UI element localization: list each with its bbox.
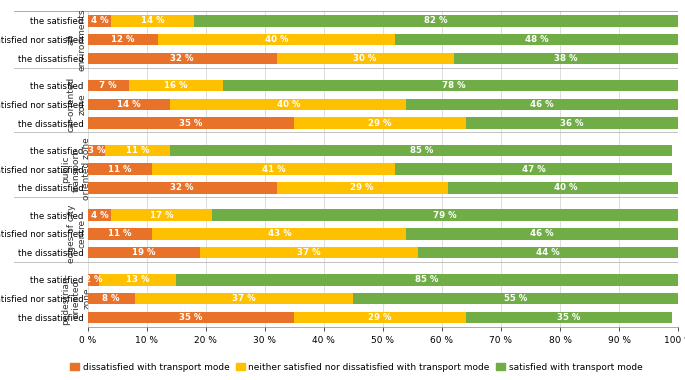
Text: 40 %: 40 % — [277, 100, 300, 109]
Text: 46 %: 46 % — [530, 230, 554, 238]
Bar — [466, 117, 678, 129]
Bar — [295, 312, 466, 323]
Bar — [111, 15, 194, 27]
Text: 44 %: 44 % — [536, 248, 560, 257]
Text: 36 %: 36 % — [560, 119, 584, 128]
Text: 2 %: 2 % — [85, 276, 102, 284]
Bar — [170, 98, 406, 110]
Text: 32 %: 32 % — [171, 184, 194, 192]
Bar — [406, 98, 678, 110]
Bar — [111, 209, 212, 221]
Text: all
environments: all environments — [66, 8, 86, 71]
Text: 29 %: 29 % — [351, 184, 374, 192]
Bar — [88, 247, 200, 258]
Text: 14 %: 14 % — [117, 100, 140, 109]
Text: 40 %: 40 % — [265, 35, 288, 44]
Legend: dissatisfied with transport mode, neither satisfied nor dissatisfied with transp: dissatisfied with transport mode, neithe… — [66, 359, 646, 375]
Text: 37 %: 37 % — [297, 248, 321, 257]
Bar — [212, 209, 678, 221]
Bar — [153, 163, 395, 175]
Bar — [453, 52, 678, 64]
Text: 19 %: 19 % — [132, 248, 155, 257]
Bar — [223, 80, 684, 91]
Bar — [194, 15, 678, 27]
Text: 14 %: 14 % — [140, 16, 164, 25]
Text: 35 %: 35 % — [179, 313, 203, 322]
Bar — [88, 80, 129, 91]
Text: 46 %: 46 % — [530, 100, 554, 109]
Bar — [88, 182, 277, 194]
Text: 30 %: 30 % — [353, 54, 377, 63]
Bar — [176, 274, 678, 286]
Bar — [88, 312, 295, 323]
Bar — [277, 52, 453, 64]
Bar — [88, 293, 135, 304]
Text: 85 %: 85 % — [410, 146, 433, 155]
Text: pedestrian-
oriented
zone: pedestrian- oriented zone — [62, 273, 91, 325]
Bar — [277, 182, 448, 194]
Bar — [88, 228, 153, 240]
Bar — [153, 228, 406, 240]
Bar — [406, 228, 678, 240]
Bar — [88, 34, 158, 45]
Bar — [88, 144, 105, 156]
Text: 78 %: 78 % — [442, 81, 466, 90]
Bar — [105, 144, 170, 156]
Bar — [200, 247, 419, 258]
Text: 8 %: 8 % — [102, 294, 120, 303]
Text: car-oriented
zone: car-oriented zone — [66, 77, 86, 132]
Bar — [88, 274, 99, 286]
Text: 7 %: 7 % — [99, 81, 117, 90]
Text: 17 %: 17 % — [149, 211, 173, 220]
Text: 43 %: 43 % — [268, 230, 291, 238]
Text: 11 %: 11 % — [108, 230, 132, 238]
Text: 79 %: 79 % — [433, 211, 457, 220]
Bar — [170, 144, 672, 156]
Text: 47 %: 47 % — [521, 165, 545, 174]
Bar — [419, 247, 678, 258]
Text: 55 %: 55 % — [504, 294, 527, 303]
Bar — [88, 117, 295, 129]
Text: 85 %: 85 % — [415, 276, 439, 284]
Bar — [158, 34, 395, 45]
Bar — [88, 163, 153, 175]
Text: 29 %: 29 % — [368, 313, 392, 322]
Text: 11 %: 11 % — [126, 146, 149, 155]
Text: 4 %: 4 % — [90, 211, 108, 220]
Text: 35 %: 35 % — [179, 119, 203, 128]
Text: 32 %: 32 % — [171, 54, 194, 63]
Bar — [395, 34, 678, 45]
Text: 37 %: 37 % — [232, 294, 256, 303]
Bar — [448, 182, 684, 194]
Text: 11 %: 11 % — [108, 165, 132, 174]
Bar — [295, 117, 466, 129]
Text: 48 %: 48 % — [525, 35, 548, 44]
Bar — [88, 52, 277, 64]
Bar — [88, 15, 111, 27]
Text: edges of city
centre: edges of city centre — [66, 204, 86, 263]
Text: 82 %: 82 % — [424, 16, 448, 25]
Text: 35 %: 35 % — [557, 313, 581, 322]
Bar — [395, 163, 672, 175]
Text: 16 %: 16 % — [164, 81, 188, 90]
Text: public
transport-
oriented zone: public transport- oriented zone — [62, 138, 91, 201]
Text: 13 %: 13 % — [126, 276, 149, 284]
Text: 41 %: 41 % — [262, 165, 286, 174]
Bar — [88, 98, 170, 110]
Bar — [466, 312, 672, 323]
Text: 29 %: 29 % — [368, 119, 392, 128]
Bar — [129, 80, 223, 91]
Text: 38 %: 38 % — [554, 54, 577, 63]
Text: 40 %: 40 % — [554, 184, 577, 192]
Text: 12 %: 12 % — [111, 35, 135, 44]
Text: 3 %: 3 % — [88, 146, 105, 155]
Bar — [353, 293, 678, 304]
Text: 4 %: 4 % — [90, 16, 108, 25]
Bar — [135, 293, 353, 304]
Bar — [88, 209, 111, 221]
Bar — [99, 274, 176, 286]
